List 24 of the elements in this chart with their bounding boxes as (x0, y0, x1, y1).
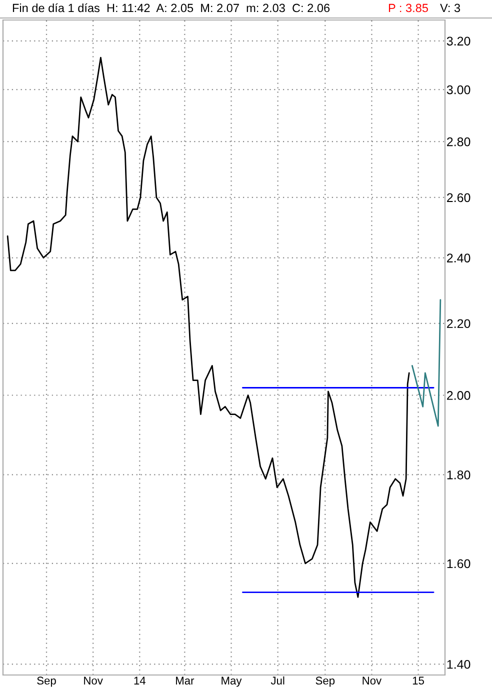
x-tick-label: Sep (316, 676, 335, 687)
text: V: 3 (440, 4, 460, 12)
y-tick-label: 1.40 (447, 660, 470, 669)
x-tick-label: 14 (134, 676, 146, 684)
x-tick-label: Nov (362, 676, 382, 685)
y-tick-label: 2.00 (447, 391, 470, 400)
y-tick-label: 2.20 (447, 319, 470, 328)
line-series (411, 299, 442, 427)
y-tick-label: 2.40 (447, 254, 470, 262)
y-tick-label: 3.20 (446, 36, 470, 46)
x-tick-label: Nov (84, 676, 103, 685)
x-tick-label: Sep (37, 676, 56, 687)
x-tick-label: 15 (412, 676, 424, 685)
text: P : 3.85 (388, 4, 428, 12)
y-tick-label: 1.60 (447, 559, 470, 568)
x-tick-label: May (222, 676, 242, 687)
y-tick-label: 2.60 (447, 193, 470, 202)
x-tick-label: Mar (176, 676, 194, 685)
y-tick-label: 1.80 (447, 470, 470, 480)
y-tick-label: 2.80 (447, 137, 470, 146)
chart-title: Fin de día 1 días H: 11:42 A: 2.05 M: 2.07 m: 2.03 C: 2.06 (12, 3, 330, 12)
line-series (6, 56, 410, 598)
x-tick-label: Jul (270, 676, 284, 685)
y-tick-label: 3.00 (446, 85, 470, 94)
